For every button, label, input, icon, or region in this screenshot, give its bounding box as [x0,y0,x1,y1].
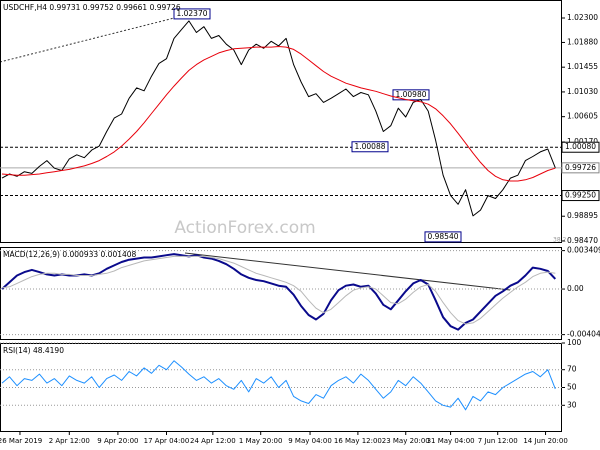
trend-line [0,13,191,63]
y-tick-label: 50 [567,383,577,392]
annotation-label: 1.00088 [354,142,385,151]
fib-label: 38.2 [553,237,567,244]
y-tick-label: 0.003409 [567,246,600,255]
x-tick-label: 23 May 20:00 [382,437,430,445]
annotation-box [173,8,211,20]
y-tick-label: 1.01880 [567,37,598,46]
panel-title: MACD(12,26,9) 0.000933 0.001408 [3,250,137,259]
series-line [1,20,556,217]
y-tick-label: 1.01455 [567,62,598,71]
series-line [1,360,556,411]
last-price-tag [561,162,600,174]
macd-trend-line [184,252,511,291]
panel-title: USDCHF,H4 0.99731 0.99752 0.99661 0.9972… [3,3,181,12]
x-tick-label: 9 May 04:00 [288,437,332,445]
level-label: 0.99250 [565,191,596,200]
x-tick-label: 2 Apr 12:00 [49,437,90,445]
x-tick-label: 24 Apr 12:00 [190,437,236,445]
x-tick-label: 16 May 12:00 [334,437,382,445]
y-tick-label: -0.004043 [567,330,600,339]
y-tick-label: 0.00 [567,284,584,293]
annotation-label: 0.98540 [427,232,458,241]
x-tick-label: 17 Apr 04:00 [144,437,190,445]
annotation-box [392,89,430,101]
y-tick-label: 0.98470 [567,236,598,245]
panel-frame [0,247,562,340]
x-tick-label: 26 Mar 2019 [0,437,42,445]
panel-frame [0,0,562,243]
y-tick-label: 1.00605 [567,112,598,121]
level-label: 1.00080 [565,142,596,151]
level-tag [561,190,600,202]
annotation-box [424,231,462,243]
series-line [1,46,556,182]
x-tick-label: 9 Apr 20:00 [97,437,138,445]
annotation-label: 1.00980 [395,90,426,99]
y-tick-label: 70 [567,365,577,374]
series-line [1,255,556,325]
y-tick-label: 1.01030 [567,87,598,96]
x-tick-label: 7 Jun 12:00 [478,437,518,445]
y-tick-label: 1.02300 [567,13,598,22]
y-tick-label: 0.98895 [567,211,598,220]
x-tick-label: 1 May 20:00 [239,437,283,445]
y-tick-label: 30 [567,400,577,409]
x-tick-label: 31 May 04:00 [427,437,475,445]
panel-title: RSI(14) 48.4190 [3,346,64,355]
y-tick-label: 1.00170 [567,137,598,146]
watermark: ActionForex.com [174,218,315,238]
level-tag [561,141,600,153]
y-tick-label: 100 [567,338,582,347]
annotation-label: 1.02370 [176,9,207,18]
annotation-box [351,141,389,153]
last-price-label: 0.99726 [565,163,596,172]
x-tick-label: 14 Jun 20:00 [523,437,567,445]
